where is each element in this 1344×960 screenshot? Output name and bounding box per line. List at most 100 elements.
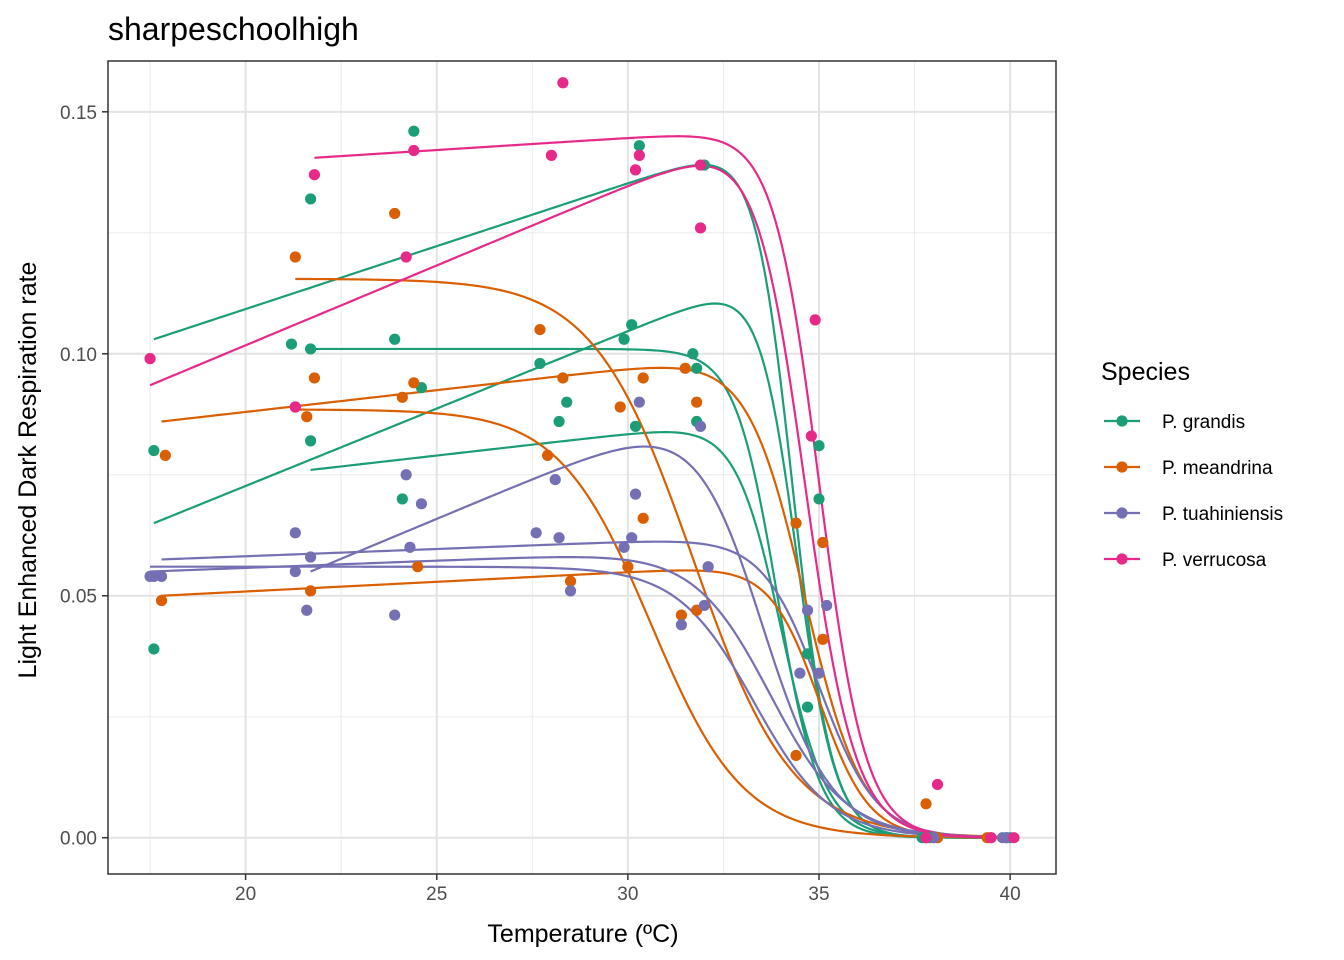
data-point bbox=[389, 333, 401, 345]
data-point bbox=[545, 149, 558, 161]
data-point bbox=[148, 444, 160, 457]
data-point bbox=[633, 149, 645, 161]
fit-curve bbox=[149, 164, 1014, 839]
data-point bbox=[400, 469, 412, 481]
legend-key-point bbox=[1116, 507, 1128, 519]
data-points bbox=[144, 77, 1020, 844]
data-point bbox=[564, 575, 577, 587]
plot-panel bbox=[107, 60, 1057, 875]
data-point bbox=[289, 251, 301, 263]
data-point bbox=[687, 348, 699, 360]
data-point bbox=[408, 125, 420, 137]
y-tick-label: 0.05 bbox=[60, 587, 97, 608]
legend-item: P. grandis bbox=[1104, 412, 1245, 433]
data-point bbox=[675, 609, 687, 621]
data-point bbox=[813, 440, 825, 452]
panel-background bbox=[108, 61, 1056, 874]
data-point bbox=[817, 633, 829, 645]
data-point bbox=[553, 415, 565, 428]
x-tick-label: 25 bbox=[426, 884, 447, 905]
data-point bbox=[534, 357, 546, 370]
data-point bbox=[629, 420, 642, 432]
data-point bbox=[985, 832, 997, 844]
data-point bbox=[285, 338, 298, 350]
data-point bbox=[400, 251, 412, 263]
data-point bbox=[564, 585, 577, 597]
data-point bbox=[622, 561, 634, 573]
data-point bbox=[626, 532, 638, 544]
data-point bbox=[920, 798, 932, 810]
legend-label: P. meandrina bbox=[1162, 458, 1273, 479]
y-tick-label: 0.10 bbox=[60, 345, 97, 366]
data-point bbox=[629, 488, 642, 500]
data-point bbox=[415, 498, 428, 510]
data-point bbox=[155, 594, 168, 607]
data-point bbox=[801, 604, 814, 616]
legend-title: Species bbox=[1101, 358, 1190, 386]
data-point bbox=[301, 604, 313, 616]
data-point bbox=[289, 401, 301, 413]
data-point bbox=[813, 667, 825, 679]
legend-key-point bbox=[1116, 553, 1128, 565]
data-point bbox=[534, 323, 546, 336]
data-point bbox=[542, 449, 554, 461]
fit-curve bbox=[295, 408, 992, 839]
data-point bbox=[305, 585, 317, 597]
data-point bbox=[675, 619, 687, 631]
data-point bbox=[396, 391, 408, 403]
legend: Species P. grandis P. meandrina P. tuahini… bbox=[1101, 358, 1283, 571]
data-point bbox=[305, 435, 317, 447]
fit-curve bbox=[295, 277, 992, 838]
data-point bbox=[389, 609, 401, 621]
data-point bbox=[702, 561, 714, 573]
data-point bbox=[308, 372, 321, 384]
legend-label: P. verrucosa bbox=[1162, 550, 1267, 571]
data-point bbox=[691, 362, 703, 374]
data-point bbox=[805, 430, 817, 442]
panel-border bbox=[107, 60, 1057, 875]
fit-curve bbox=[161, 540, 1007, 839]
legend-key-point bbox=[1116, 415, 1128, 427]
legend-key-point bbox=[1116, 461, 1128, 473]
x-tick-label: 40 bbox=[1000, 884, 1021, 905]
data-point bbox=[679, 362, 691, 374]
data-point bbox=[920, 832, 932, 844]
data-point bbox=[794, 667, 806, 679]
x-axis-title: Temperature (ºC) bbox=[487, 920, 678, 948]
x-tick-label: 30 bbox=[617, 884, 638, 905]
fit-curve bbox=[310, 445, 1007, 839]
data-point bbox=[694, 420, 707, 432]
legend-label: P. grandis bbox=[1162, 412, 1245, 433]
data-point bbox=[553, 532, 565, 544]
data-point bbox=[928, 832, 940, 844]
data-point bbox=[308, 169, 321, 181]
data-point bbox=[557, 372, 569, 384]
data-point bbox=[412, 561, 424, 573]
data-point bbox=[289, 565, 301, 578]
data-point bbox=[396, 493, 408, 505]
data-point bbox=[801, 648, 814, 660]
data-point bbox=[633, 396, 645, 408]
legend-item: P. meandrina bbox=[1104, 458, 1273, 479]
data-point bbox=[637, 512, 649, 524]
data-point bbox=[159, 449, 171, 461]
chart-title: sharpeschoolhigh bbox=[108, 11, 359, 47]
x-tick-label: 35 bbox=[808, 884, 829, 905]
data-point bbox=[408, 377, 420, 389]
data-point bbox=[305, 193, 317, 205]
data-point bbox=[633, 140, 645, 152]
x-axis: 20 25 30 35 40 bbox=[235, 874, 1021, 905]
data-point bbox=[694, 159, 707, 171]
data-point bbox=[148, 643, 160, 655]
data-point bbox=[144, 353, 156, 365]
data-point bbox=[809, 314, 821, 326]
data-point bbox=[626, 319, 638, 331]
data-point bbox=[305, 551, 317, 563]
fit-curve bbox=[314, 135, 1014, 839]
data-point bbox=[694, 222, 707, 234]
data-point bbox=[289, 527, 301, 539]
data-point bbox=[629, 164, 642, 176]
data-point bbox=[305, 343, 317, 355]
data-point bbox=[557, 77, 569, 89]
